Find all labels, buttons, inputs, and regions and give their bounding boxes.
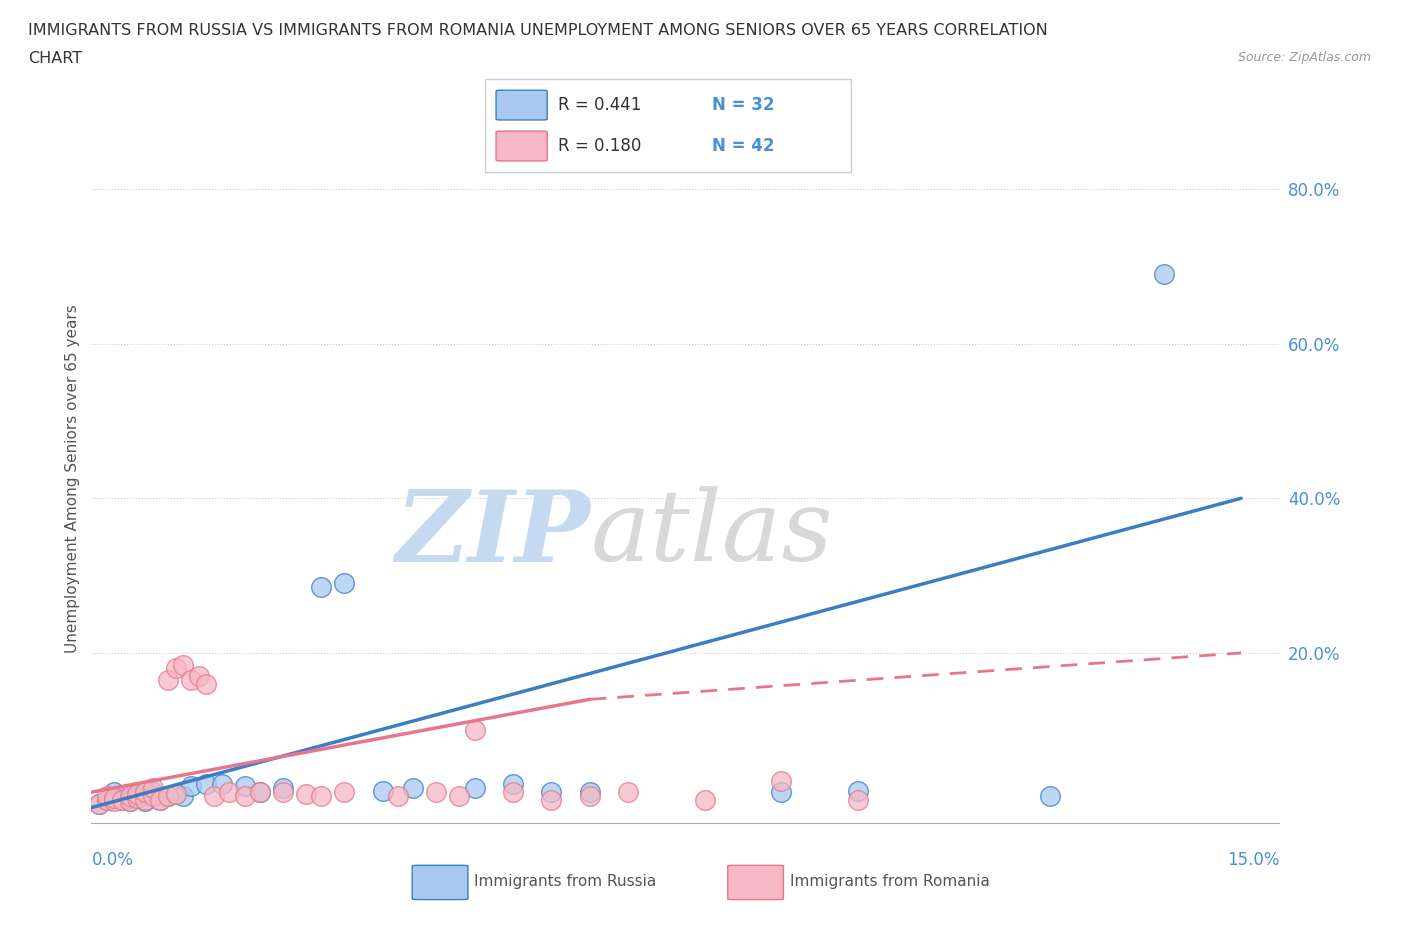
Point — [149, 792, 172, 807]
Text: atlas: atlas — [591, 486, 834, 581]
Point — [846, 792, 869, 807]
Point — [464, 781, 486, 796]
Point — [211, 777, 233, 791]
Text: Immigrants from Russia: Immigrants from Russia — [474, 873, 657, 889]
Point — [134, 794, 156, 809]
Point — [103, 794, 125, 809]
Text: R = 0.180: R = 0.180 — [558, 137, 641, 155]
Point — [103, 790, 125, 805]
FancyBboxPatch shape — [496, 131, 547, 161]
Point — [111, 792, 134, 807]
Point — [157, 789, 180, 804]
Point — [195, 777, 218, 791]
Point — [249, 785, 271, 800]
Point — [127, 786, 149, 801]
FancyBboxPatch shape — [485, 79, 851, 172]
Point — [233, 789, 256, 804]
Point — [165, 786, 187, 801]
Point — [165, 786, 187, 801]
Point — [502, 785, 524, 800]
Point — [127, 789, 149, 804]
Point — [165, 661, 187, 676]
Point — [371, 783, 394, 798]
Point — [295, 786, 318, 801]
Point — [96, 792, 118, 807]
Point — [134, 792, 156, 807]
Point — [157, 789, 180, 804]
Point — [195, 676, 218, 691]
Point — [464, 723, 486, 737]
Point — [103, 785, 125, 800]
Point — [271, 781, 294, 796]
Point — [449, 789, 471, 804]
Point — [218, 785, 240, 800]
Point — [770, 785, 793, 800]
Text: R = 0.441: R = 0.441 — [558, 96, 641, 114]
Text: Immigrants from Romania: Immigrants from Romania — [790, 873, 990, 889]
Point — [180, 778, 202, 793]
Text: 15.0%: 15.0% — [1227, 851, 1279, 869]
Point — [96, 792, 118, 807]
Point — [1153, 267, 1175, 282]
Point — [846, 783, 869, 798]
Point — [271, 785, 294, 800]
Point — [180, 672, 202, 687]
Point — [402, 781, 425, 796]
FancyBboxPatch shape — [412, 865, 468, 899]
Point — [1038, 789, 1060, 804]
Point — [333, 785, 356, 800]
Point — [111, 792, 134, 807]
Point — [142, 785, 165, 800]
Point — [540, 785, 562, 800]
Point — [249, 785, 271, 800]
Point — [693, 792, 716, 807]
Point — [172, 658, 194, 672]
FancyBboxPatch shape — [496, 90, 547, 120]
Point — [202, 789, 225, 804]
Point — [118, 794, 141, 809]
Point — [172, 789, 194, 804]
Point — [87, 796, 110, 811]
Point — [96, 789, 118, 804]
Point — [502, 777, 524, 791]
Y-axis label: Unemployment Among Seniors over 65 years: Unemployment Among Seniors over 65 years — [65, 305, 80, 653]
Point — [87, 796, 110, 811]
Text: Source: ZipAtlas.com: Source: ZipAtlas.com — [1237, 51, 1371, 64]
Text: ZIP: ZIP — [395, 485, 591, 582]
Point — [387, 789, 409, 804]
Text: 0.0%: 0.0% — [91, 851, 134, 869]
Point — [311, 789, 333, 804]
Point — [127, 790, 149, 805]
Point — [187, 669, 209, 684]
Point — [311, 579, 333, 594]
Text: N = 32: N = 32 — [711, 96, 775, 114]
Point — [134, 785, 156, 800]
Point — [118, 789, 141, 804]
Point — [617, 785, 640, 800]
Point — [118, 794, 141, 809]
FancyBboxPatch shape — [728, 865, 783, 899]
Point — [118, 790, 141, 805]
Point — [540, 792, 562, 807]
Point — [333, 576, 356, 591]
Point — [157, 672, 180, 687]
Point — [103, 789, 125, 804]
Point — [770, 773, 793, 788]
Text: CHART: CHART — [28, 51, 82, 66]
Point — [233, 778, 256, 793]
Point — [578, 785, 600, 800]
Point — [142, 789, 165, 804]
Point — [578, 789, 600, 804]
Point — [425, 785, 447, 800]
Point — [142, 781, 165, 796]
Text: N = 42: N = 42 — [711, 137, 775, 155]
Point — [149, 792, 172, 807]
Text: IMMIGRANTS FROM RUSSIA VS IMMIGRANTS FROM ROMANIA UNEMPLOYMENT AMONG SENIORS OVE: IMMIGRANTS FROM RUSSIA VS IMMIGRANTS FRO… — [28, 23, 1047, 38]
